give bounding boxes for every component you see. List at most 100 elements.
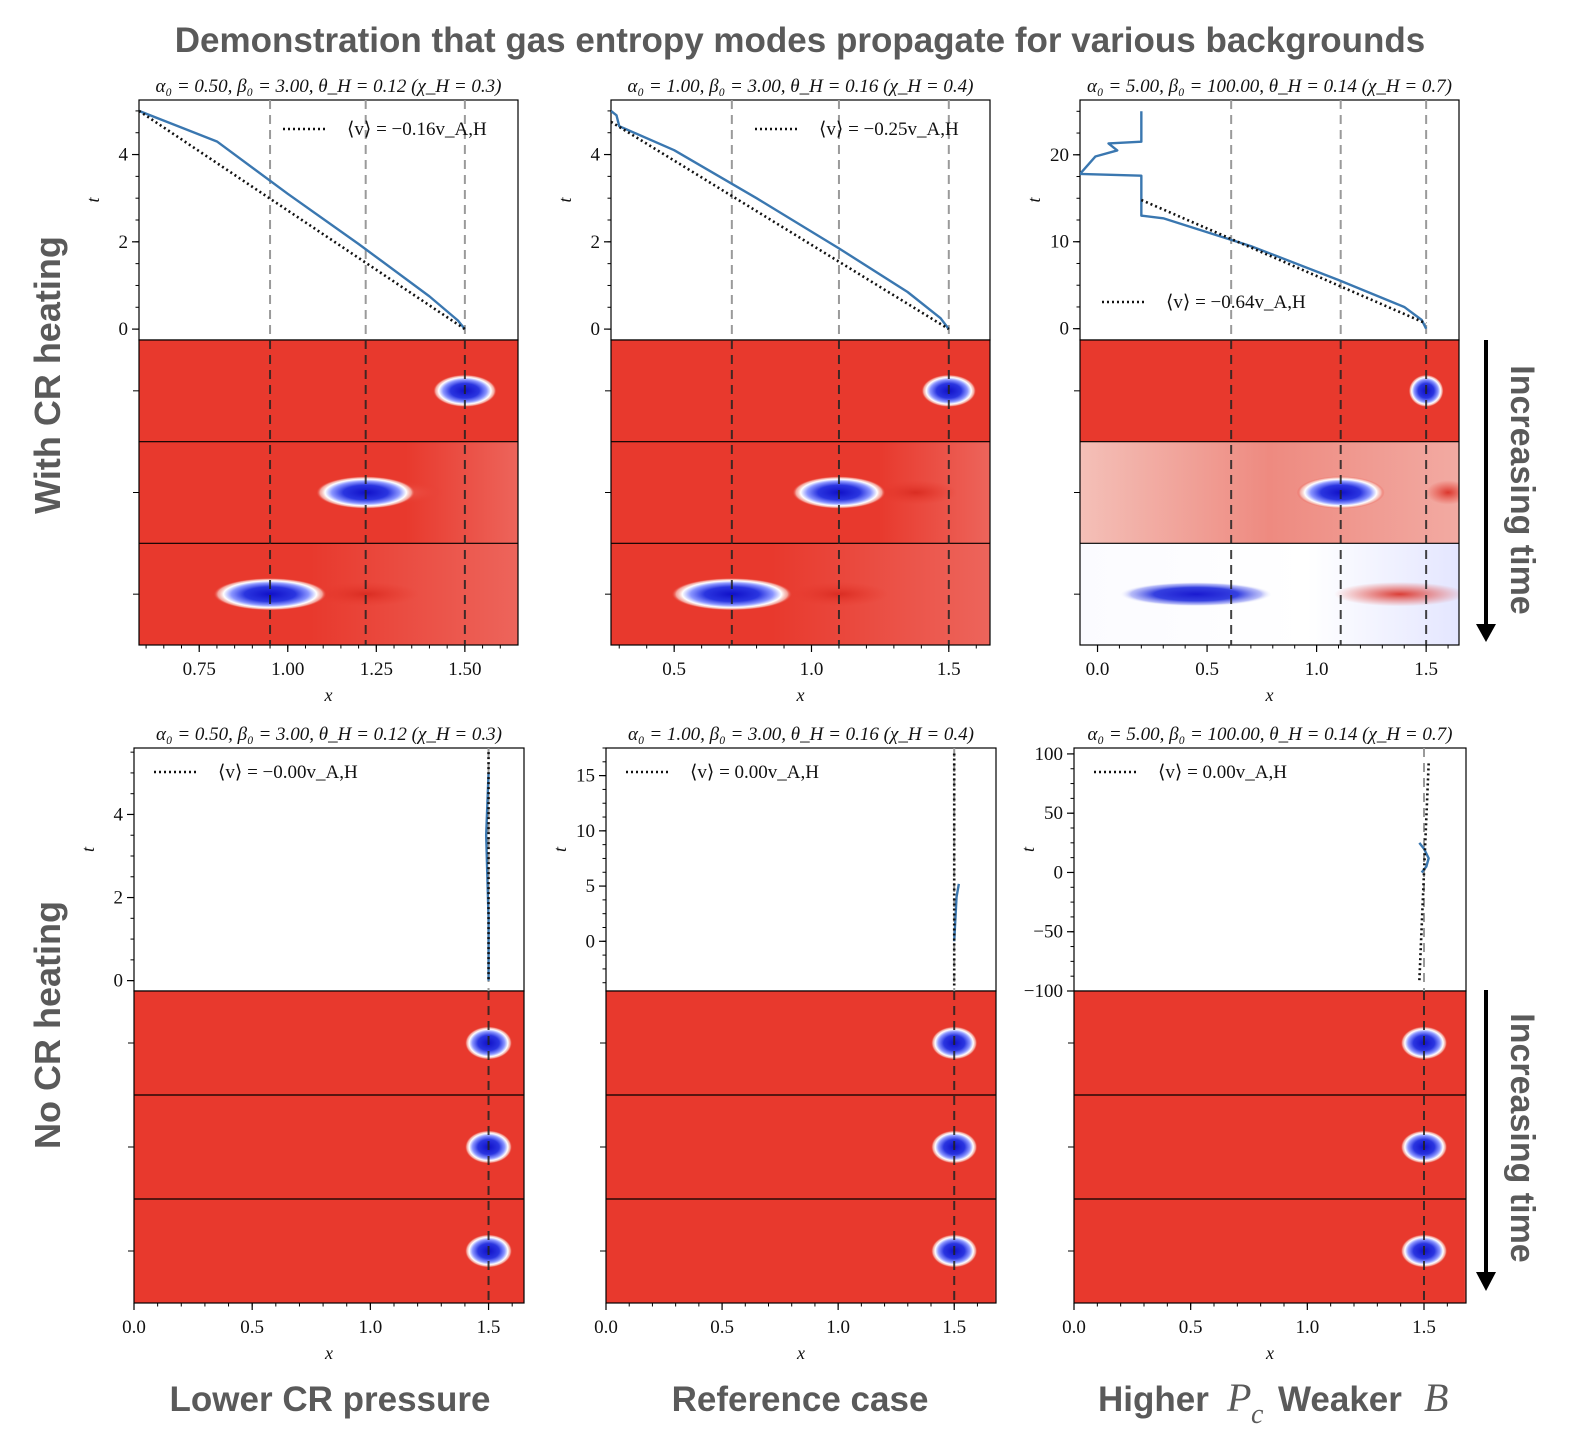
panel-title: α₀ = 0.50, β₀ = 3.00, θ_H = 0.12 (χ_H = … <box>156 724 502 745</box>
trajectory-axes <box>1073 747 1467 992</box>
panel-title: α₀ = 5.00, β₀ = 100.00, θ_H = 0.14 (χ_H … <box>1088 724 1453 745</box>
snapshot-blob <box>1119 581 1273 607</box>
legend-label: ⟨v⟩ = −0.00v_A,H <box>218 762 358 783</box>
column-label-weaker: Weaker <box>1278 1380 1402 1419</box>
heatmap-snapshots <box>606 991 996 1303</box>
x-tick-label: 1.0 <box>1305 659 1329 680</box>
y-tick-label: 5 <box>586 876 596 897</box>
trajectory-lines <box>139 109 466 331</box>
x-axis-label: x <box>1265 685 1274 705</box>
trajectory-axes <box>610 99 991 341</box>
y-tick-label: 4 <box>114 804 124 825</box>
trajectory-lines <box>952 753 961 986</box>
x-tick-label: 1.5 <box>1414 659 1438 680</box>
x-tick-label: 0.75 <box>183 659 216 680</box>
panel-bottom-left: α₀ = 0.50, β₀ = 3.00, θ_H = 0.12 (χ_H = … <box>78 724 525 1363</box>
figure-title: Demonstration that gas entropy modes pro… <box>175 21 1425 60</box>
x-tick-label: 1.5 <box>477 1317 501 1338</box>
x-tick-label: 1.0 <box>826 1317 850 1338</box>
column-label-b: B <box>1424 1375 1448 1420</box>
panel-title: α₀ = 1.00, β₀ = 3.00, θ_H = 0.16 (χ_H = … <box>628 76 974 97</box>
heatmap-snapshots <box>139 340 518 645</box>
row-label-top: With CR heating <box>27 236 68 514</box>
y-tick-label: 15 <box>576 766 595 787</box>
y-tick-label: 20 <box>1050 145 1069 166</box>
trajectory-axes <box>133 747 525 992</box>
snapshot-blob <box>671 577 793 611</box>
simulation-line <box>611 109 950 330</box>
snapshot-background <box>606 1095 996 1199</box>
x-tick-label: 0.0 <box>594 1317 618 1338</box>
legend-label: ⟨v⟩ = 0.00v_A,H <box>1158 762 1287 783</box>
y-tick-label: 10 <box>576 821 595 842</box>
x-tick-label: 0.5 <box>662 659 686 680</box>
snapshot-background <box>606 1199 996 1303</box>
panel-bottom-right: α₀ = 5.00, β₀ = 100.00, θ_H = 0.14 (χ_H … <box>1018 724 1467 1363</box>
heatmap-snapshots <box>611 340 990 645</box>
heatmap-frame <box>1073 990 1467 1304</box>
y-tick-label: 0 <box>1060 319 1070 340</box>
snapshot-background <box>1074 1095 1466 1199</box>
snapshot-background <box>134 1199 524 1303</box>
snapshot-background <box>1074 1199 1466 1303</box>
snapshot-fade <box>1464 1095 1466 1199</box>
x-tick-label: 1.5 <box>1412 1317 1436 1338</box>
x-tick-label: 1.50 <box>448 659 481 680</box>
panel-bottom-middle: α₀ = 1.00, β₀ = 3.00, θ_H = 0.16 (χ_H = … <box>550 724 997 1363</box>
snapshot-blob <box>213 577 327 611</box>
x-tick-label: 0.0 <box>1062 1317 1086 1338</box>
x-tick-label: 1.0 <box>1295 1317 1319 1338</box>
column-label-higher: Higher <box>1098 1380 1209 1419</box>
legend-label: ⟨v⟩ = −0.25v_A,H <box>819 119 959 140</box>
x-tick-label: 0.5 <box>240 1317 264 1338</box>
snapshot-background <box>1080 340 1459 442</box>
time-arrow-top: Increasing time <box>1476 340 1541 642</box>
time-arrow-label-bottom: Increasing time <box>1503 1013 1541 1262</box>
y-tick-label: 4 <box>119 145 129 166</box>
snapshot-fade <box>1464 1199 1466 1303</box>
x-axis-label: x <box>1265 1343 1274 1363</box>
trajectory-lines <box>1418 763 1430 982</box>
snapshot-background <box>134 991 524 1095</box>
x-tick-label: 1.0 <box>800 659 824 680</box>
fit-line <box>611 120 950 331</box>
x-axis-label: x <box>324 1343 333 1363</box>
x-axis-label: x <box>796 1343 805 1363</box>
x-tick-label: 0.5 <box>710 1317 734 1338</box>
x-tick-label: 1.0 <box>358 1317 382 1338</box>
snapshot-tail <box>789 581 889 607</box>
row-label-bottom: No CR heating <box>27 901 68 1149</box>
snapshot-background <box>1074 991 1466 1095</box>
y-tick-label: 2 <box>114 888 124 909</box>
y-tick-label: −100 <box>1024 981 1063 1002</box>
y-axis-label: t <box>78 846 98 852</box>
snapshot-tail <box>874 480 958 505</box>
legend-label: ⟨v⟩ = 0.00v_A,H <box>690 762 819 783</box>
x-axis-label: x <box>796 685 805 705</box>
heatmap-snapshots <box>1080 340 1459 645</box>
y-tick-label: 0 <box>591 319 601 340</box>
y-tick-label: 4 <box>591 145 601 166</box>
y-axis-label: t <box>550 846 570 852</box>
trajectory-lines <box>611 109 950 331</box>
x-tick-label: 1.5 <box>937 659 961 680</box>
snapshot-background <box>134 1095 524 1199</box>
x-tick-label: 1.25 <box>360 659 393 680</box>
heatmap-frame <box>605 990 997 1304</box>
snapshot-background <box>606 991 996 1095</box>
trajectory-axes <box>605 747 997 992</box>
panel-title: α₀ = 5.00, β₀ = 100.00, θ_H = 0.14 (χ_H … <box>1087 76 1452 97</box>
trajectory-lines <box>1080 111 1428 330</box>
snapshot-background <box>1080 441 1459 544</box>
panel-title: α₀ = 1.00, β₀ = 3.00, θ_H = 0.16 (χ_H = … <box>628 724 974 745</box>
y-tick-label: 2 <box>591 232 601 253</box>
x-tick-label: 1.5 <box>942 1317 966 1338</box>
trajectory-axes <box>1079 99 1460 341</box>
heatmap-frame <box>610 339 991 646</box>
y-tick-label: 100 <box>1035 744 1064 765</box>
y-tick-label: 50 <box>1044 803 1063 824</box>
fit-line <box>1418 763 1430 982</box>
x-tick-label: 0.5 <box>1195 659 1219 680</box>
x-tick-label: 0.5 <box>1179 1317 1203 1338</box>
